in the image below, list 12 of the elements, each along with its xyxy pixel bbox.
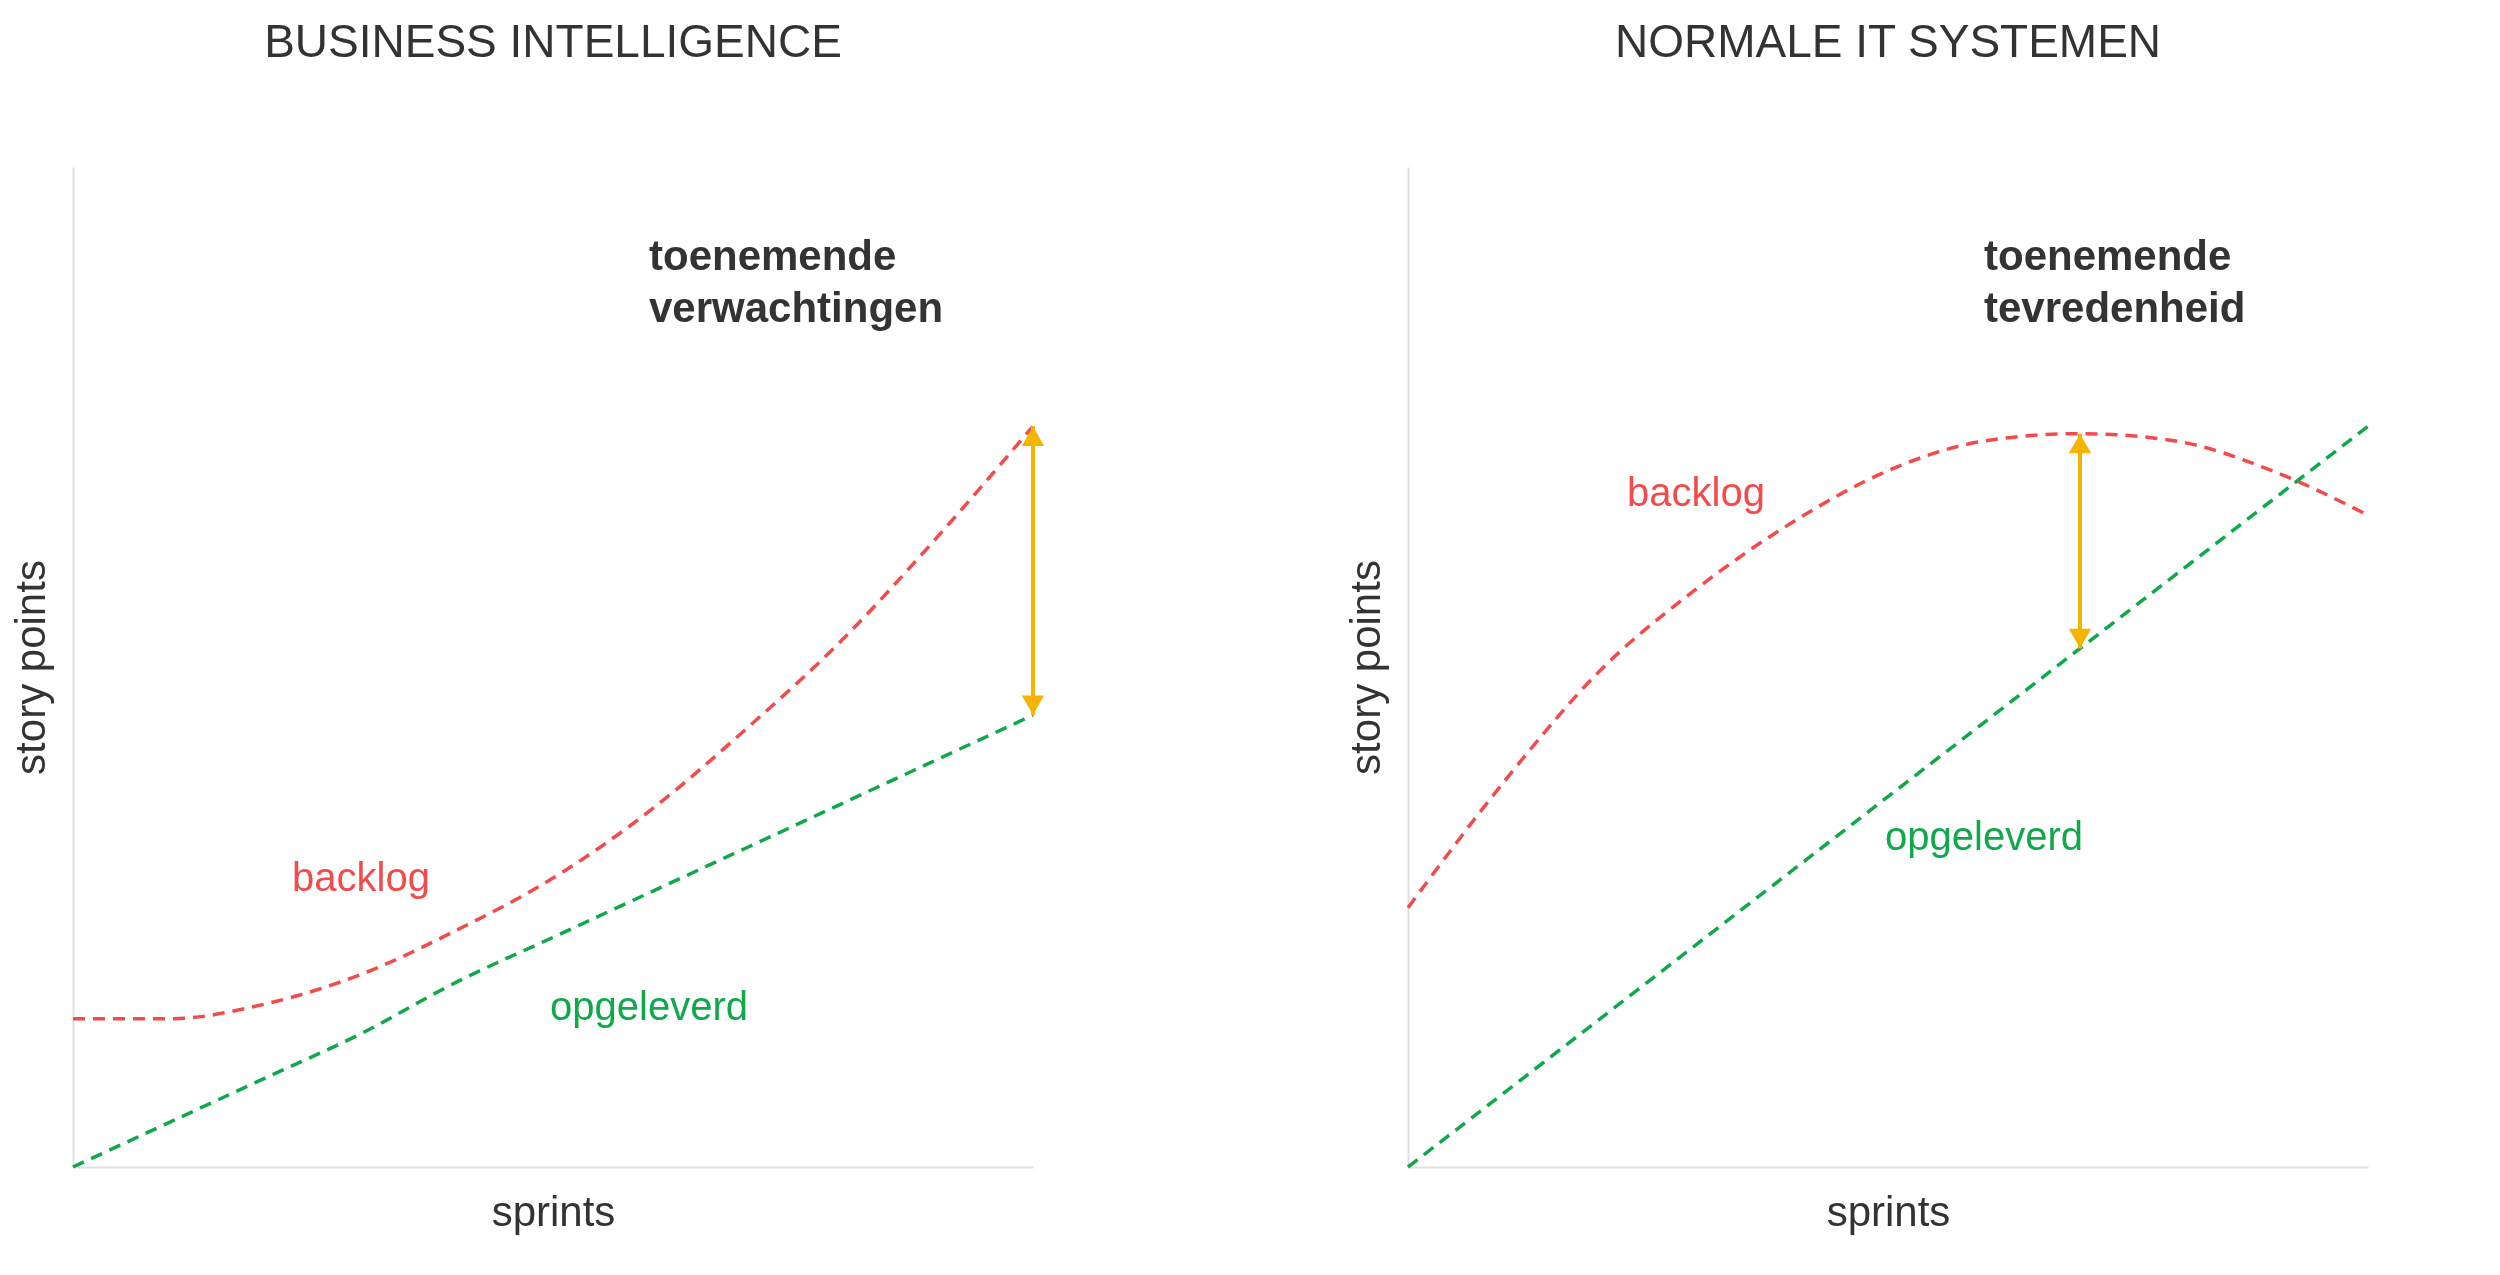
x-axis-title: sprints — [1826, 1187, 1951, 1235]
x-axis-title: sprints — [491, 1187, 616, 1235]
text: toenemende tevredenheid — [1984, 232, 2246, 331]
text: toenemende verwachtingen — [649, 232, 944, 331]
y-axis-title: story points — [1341, 560, 1389, 775]
series-label: opgeleverd — [1885, 813, 2083, 858]
series-label: opgeleverd — [550, 983, 748, 1028]
chart-title: NORMALE IT SYSTEMEN — [1614, 15, 2162, 67]
y-axis-title: story points — [6, 560, 54, 775]
series-label: backlog — [1627, 470, 1765, 515]
series-label: backlog — [292, 855, 430, 900]
chart-title: BUSINESS INTELLIGENCE — [264, 15, 842, 67]
